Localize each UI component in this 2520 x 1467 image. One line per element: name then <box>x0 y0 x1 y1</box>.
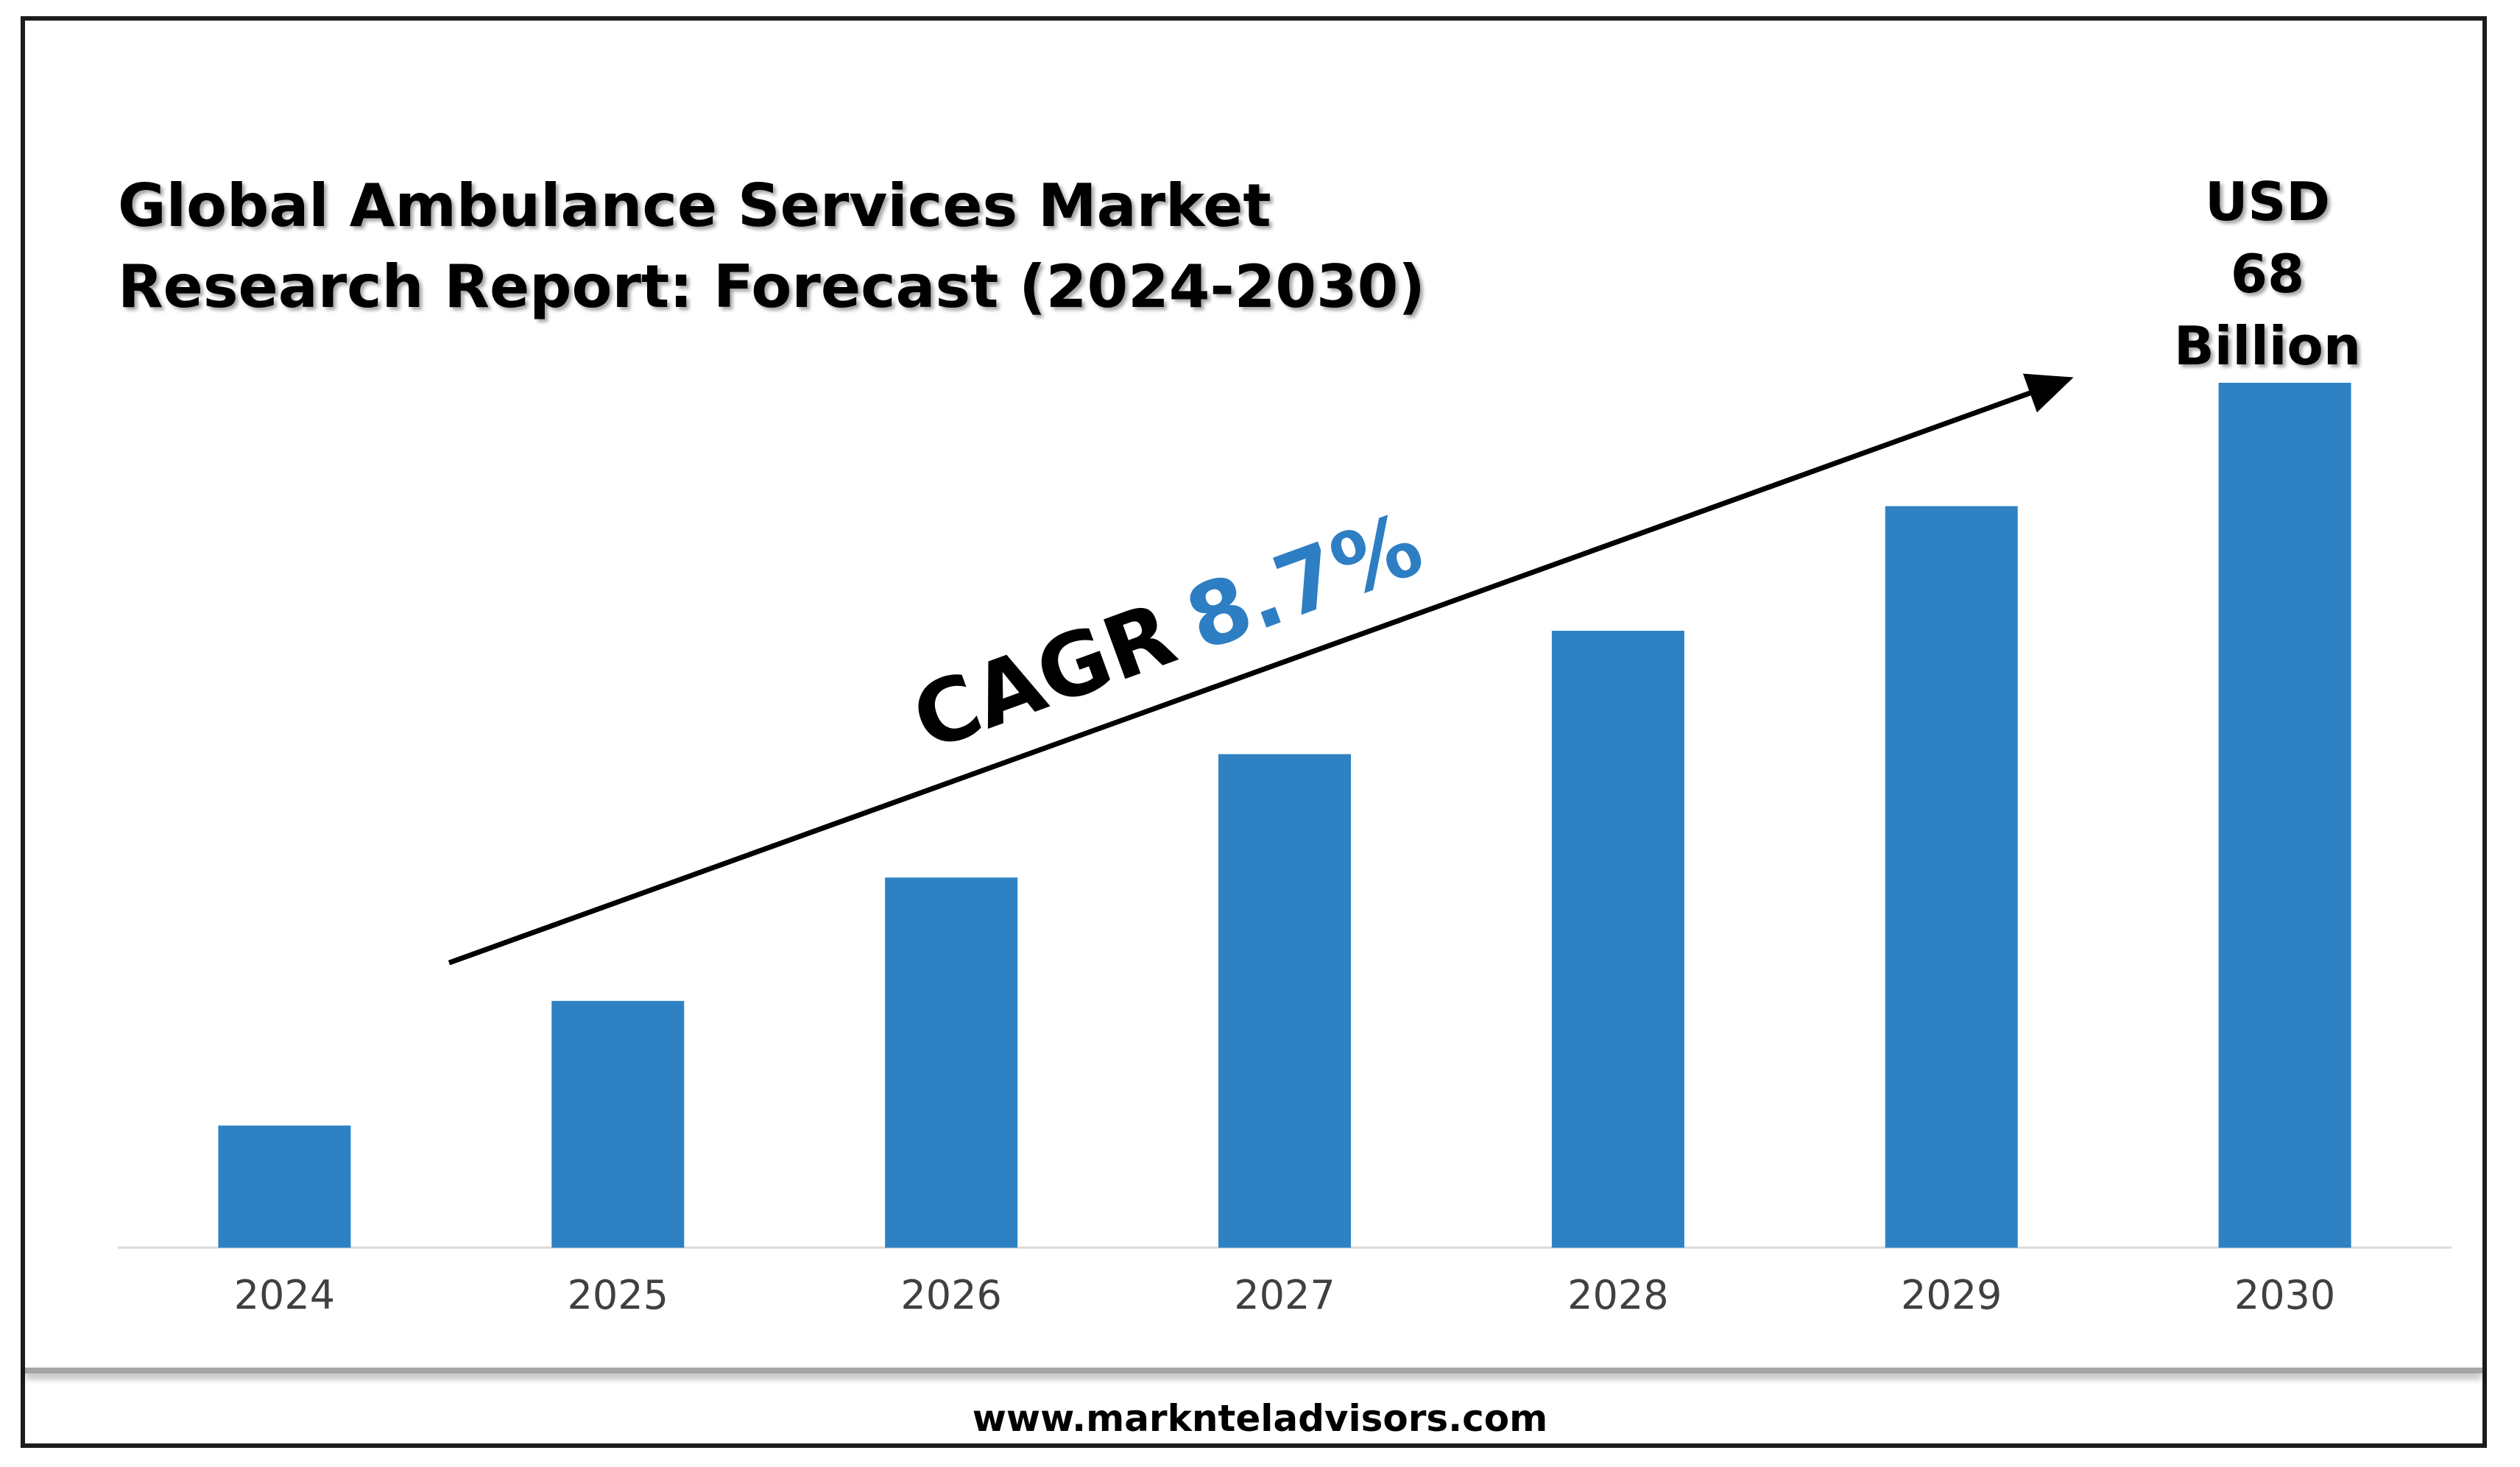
chart-title: Global Ambulance Services Market Researc… <box>118 166 1425 328</box>
cagr-prefix: CAGR <box>900 583 1187 771</box>
x-tick-label-2026: 2026 <box>900 1272 1001 1318</box>
cagr-value: 8.7% <box>1173 492 1435 671</box>
x-tick-label-2028: 2028 <box>1567 1272 1668 1318</box>
chart-title-line-1: Global Ambulance Services Market <box>118 172 1271 240</box>
bar-2024 <box>218 1125 351 1248</box>
bar-2029 <box>1885 506 2018 1248</box>
chart-title-line-2: Research Report: Forecast (2024-2030) <box>118 252 1425 321</box>
footer-divider <box>25 1368 2482 1374</box>
bar-2027 <box>1218 754 1351 1248</box>
bar-2025 <box>551 1000 685 1248</box>
cagr-arrow <box>448 373 2074 966</box>
x-tick-label-2027: 2027 <box>1234 1272 1335 1318</box>
bar-2030 <box>2218 383 2351 1248</box>
end-value-label: USD 68 Billion <box>2113 166 2422 382</box>
bar-2028 <box>1551 630 1684 1248</box>
bar-2026 <box>885 877 1018 1248</box>
bars-group <box>218 383 2351 1248</box>
x-tick-label-2024: 2024 <box>234 1272 335 1318</box>
footer-url: www.marknteladvisors.com <box>972 1397 1548 1440</box>
end-value-label-line-3: Billion <box>2173 315 2362 377</box>
cagr-label: CAGR8.7% <box>900 492 1435 770</box>
x-tick-label-2030: 2030 <box>2234 1272 2335 1318</box>
x-tick-labels: 2024 2025 2026 2027 2028 2029 2030 <box>234 1272 2336 1318</box>
end-value-label-line-2: 68 <box>2230 243 2305 305</box>
x-tick-label-2025: 2025 <box>568 1272 668 1318</box>
end-value-label-line-1: USD <box>2204 171 2331 233</box>
x-tick-label-2029: 2029 <box>1901 1272 2002 1318</box>
